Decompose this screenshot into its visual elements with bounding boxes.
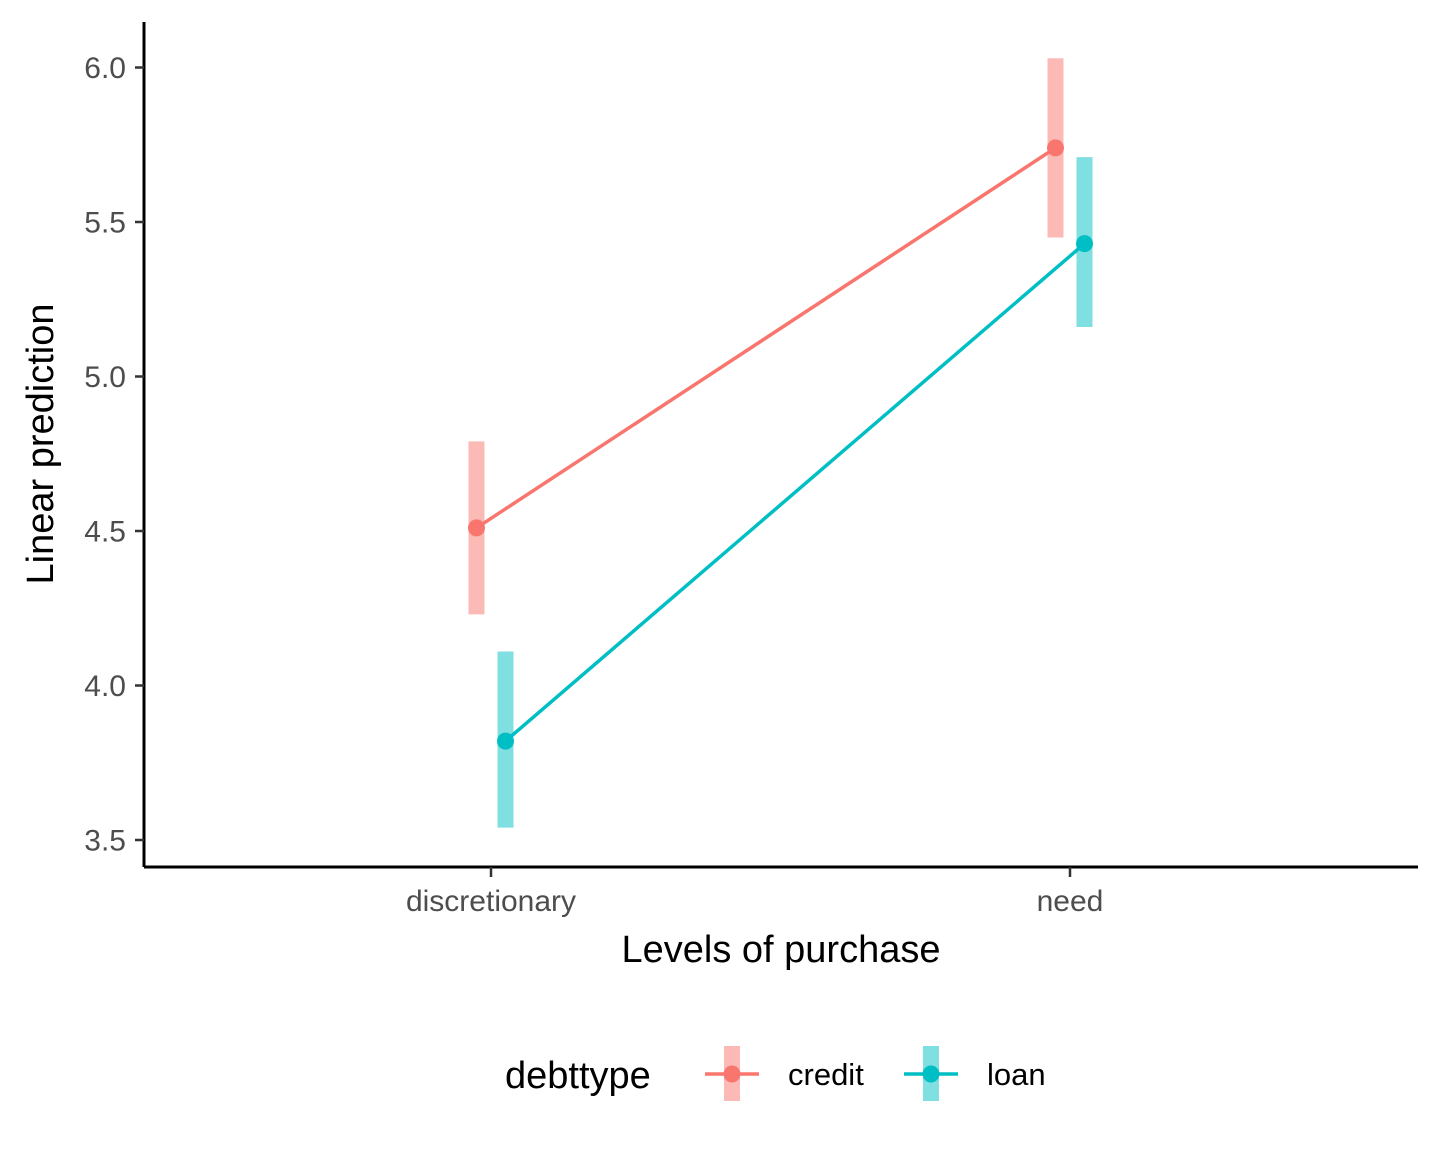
y-tick-label: 5.0 (84, 361, 126, 394)
data-point-credit (1047, 139, 1064, 157)
data-point-credit (468, 519, 485, 537)
y-tick-label: 4.5 (84, 516, 126, 549)
y-tick-label: 4.0 (84, 670, 126, 703)
legend-title: debttype (505, 1055, 651, 1097)
legend: debttype credit loan (505, 1046, 1046, 1101)
data-point-loan (497, 732, 514, 750)
x-tick-label: need (1037, 885, 1104, 918)
y-axis-title: Linear prediction (20, 304, 62, 585)
series-points (468, 139, 1093, 750)
x-axis-ticks: discretionary need (406, 867, 1103, 918)
legend-label: loan (987, 1057, 1046, 1092)
legend-item-credit: credit (705, 1046, 864, 1101)
legend-key-point (922, 1065, 940, 1083)
series-lines (475, 146, 1086, 743)
y-tick-label: 5.5 (84, 207, 126, 240)
x-axis-title: Levels of purchase (622, 929, 941, 971)
series-line-credit (475, 146, 1057, 530)
legend-key-point (723, 1065, 741, 1083)
data-point-loan (1076, 235, 1093, 253)
series-line-loan (504, 242, 1086, 743)
x-tick-label: discretionary (406, 885, 576, 918)
legend-label: credit (788, 1057, 864, 1092)
y-axis-ticks: 3.5 4.0 4.5 5.0 5.5 6.0 (84, 52, 144, 858)
y-tick-label: 6.0 (84, 52, 126, 85)
legend-item-loan: loan (904, 1046, 1046, 1101)
y-tick-label: 3.5 (84, 825, 126, 858)
error-bars (468, 58, 1093, 828)
legend-items: credit loan (705, 1046, 1046, 1101)
